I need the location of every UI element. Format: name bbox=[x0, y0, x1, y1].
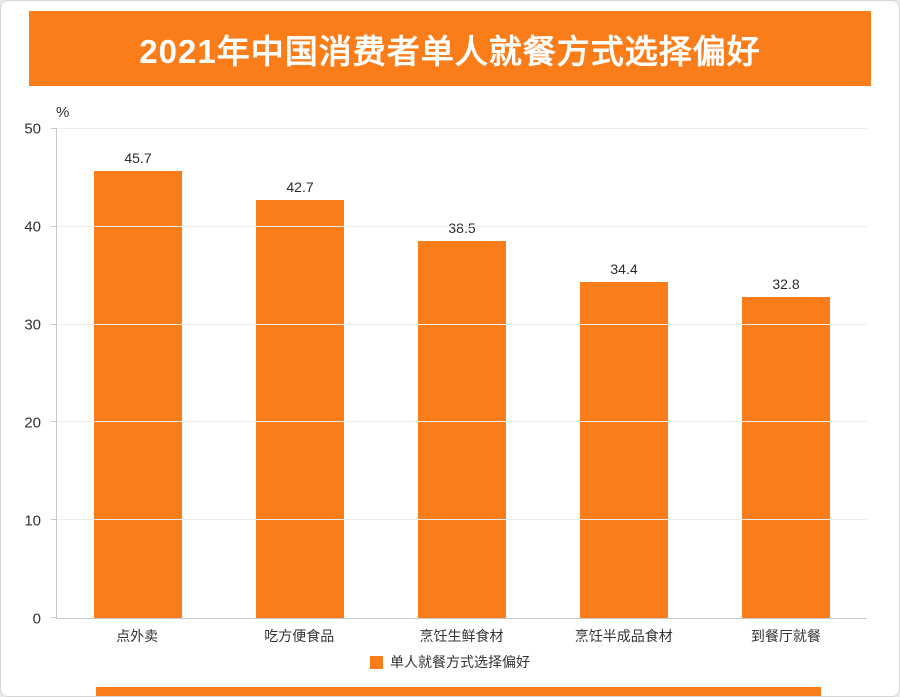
bar-group: 45.7 bbox=[57, 129, 219, 618]
y-axis: 0 10 20 30 40 50 bbox=[1, 121, 49, 628]
x-axis-labels: 点外卖 吃方便食品 烹饪生鲜食材 烹饪半成品食材 到餐厅就餐 bbox=[56, 621, 867, 651]
plot-area: 45.7 42.7 38.5 34.4 32.8 bbox=[51, 128, 867, 619]
gridline bbox=[57, 225, 867, 227]
title-banner: 2021年中国消费者单人就餐方式选择偏好 bbox=[29, 11, 871, 86]
x-category-label: 吃方便食品 bbox=[264, 628, 335, 644]
y-tick-mark bbox=[51, 421, 57, 423]
y-tick-label: 40 bbox=[24, 218, 41, 236]
gridline bbox=[57, 519, 867, 521]
y-tick-mark bbox=[51, 519, 57, 521]
x-category-label: 烹饪半成品食材 bbox=[574, 628, 673, 644]
bar bbox=[418, 241, 506, 618]
bottom-decoration-bar bbox=[96, 687, 821, 696]
gridline bbox=[57, 128, 867, 129]
y-tick-mark bbox=[51, 225, 57, 227]
gridline bbox=[57, 421, 867, 423]
y-tick-label: 10 bbox=[24, 512, 41, 530]
y-axis-unit-label: % bbox=[56, 104, 70, 121]
bar-value-label: 34.4 bbox=[610, 260, 638, 277]
bar-value-label: 45.7 bbox=[124, 150, 152, 167]
y-tick-label: 20 bbox=[24, 414, 41, 432]
legend-swatch-icon bbox=[370, 655, 383, 669]
legend: 单人就餐方式选择偏好 bbox=[1, 652, 899, 672]
y-tick-label: 50 bbox=[24, 120, 41, 138]
bar bbox=[94, 171, 182, 618]
x-category-label: 烹饪生鲜食材 bbox=[419, 628, 504, 644]
bar bbox=[580, 281, 668, 618]
gridline bbox=[57, 323, 867, 325]
y-tick-label: 30 bbox=[24, 316, 41, 334]
x-category-label: 到餐厅就餐 bbox=[750, 628, 821, 644]
bar-value-label: 42.7 bbox=[286, 179, 314, 196]
y-tick-mark bbox=[51, 617, 57, 618]
y-tick-label: 0 bbox=[32, 610, 41, 628]
x-category-label: 点外卖 bbox=[116, 628, 159, 644]
legend-label: 单人就餐方式选择偏好 bbox=[390, 654, 530, 670]
y-tick-mark bbox=[51, 128, 57, 129]
bar-group: 42.7 bbox=[219, 129, 381, 618]
chart-title: 2021年中国消费者单人就餐方式选择偏好 bbox=[139, 32, 761, 70]
y-tick-mark bbox=[51, 323, 57, 325]
bar-value-label: 32.8 bbox=[772, 276, 800, 293]
bar-value-label: 38.5 bbox=[448, 220, 476, 237]
bar-group: 38.5 bbox=[381, 129, 543, 618]
bar-group: 34.4 bbox=[543, 129, 705, 618]
bar-group: 32.8 bbox=[705, 129, 867, 618]
bars-container: 45.7 42.7 38.5 34.4 32.8 bbox=[57, 129, 867, 618]
bar bbox=[742, 297, 830, 618]
bar bbox=[256, 200, 344, 618]
